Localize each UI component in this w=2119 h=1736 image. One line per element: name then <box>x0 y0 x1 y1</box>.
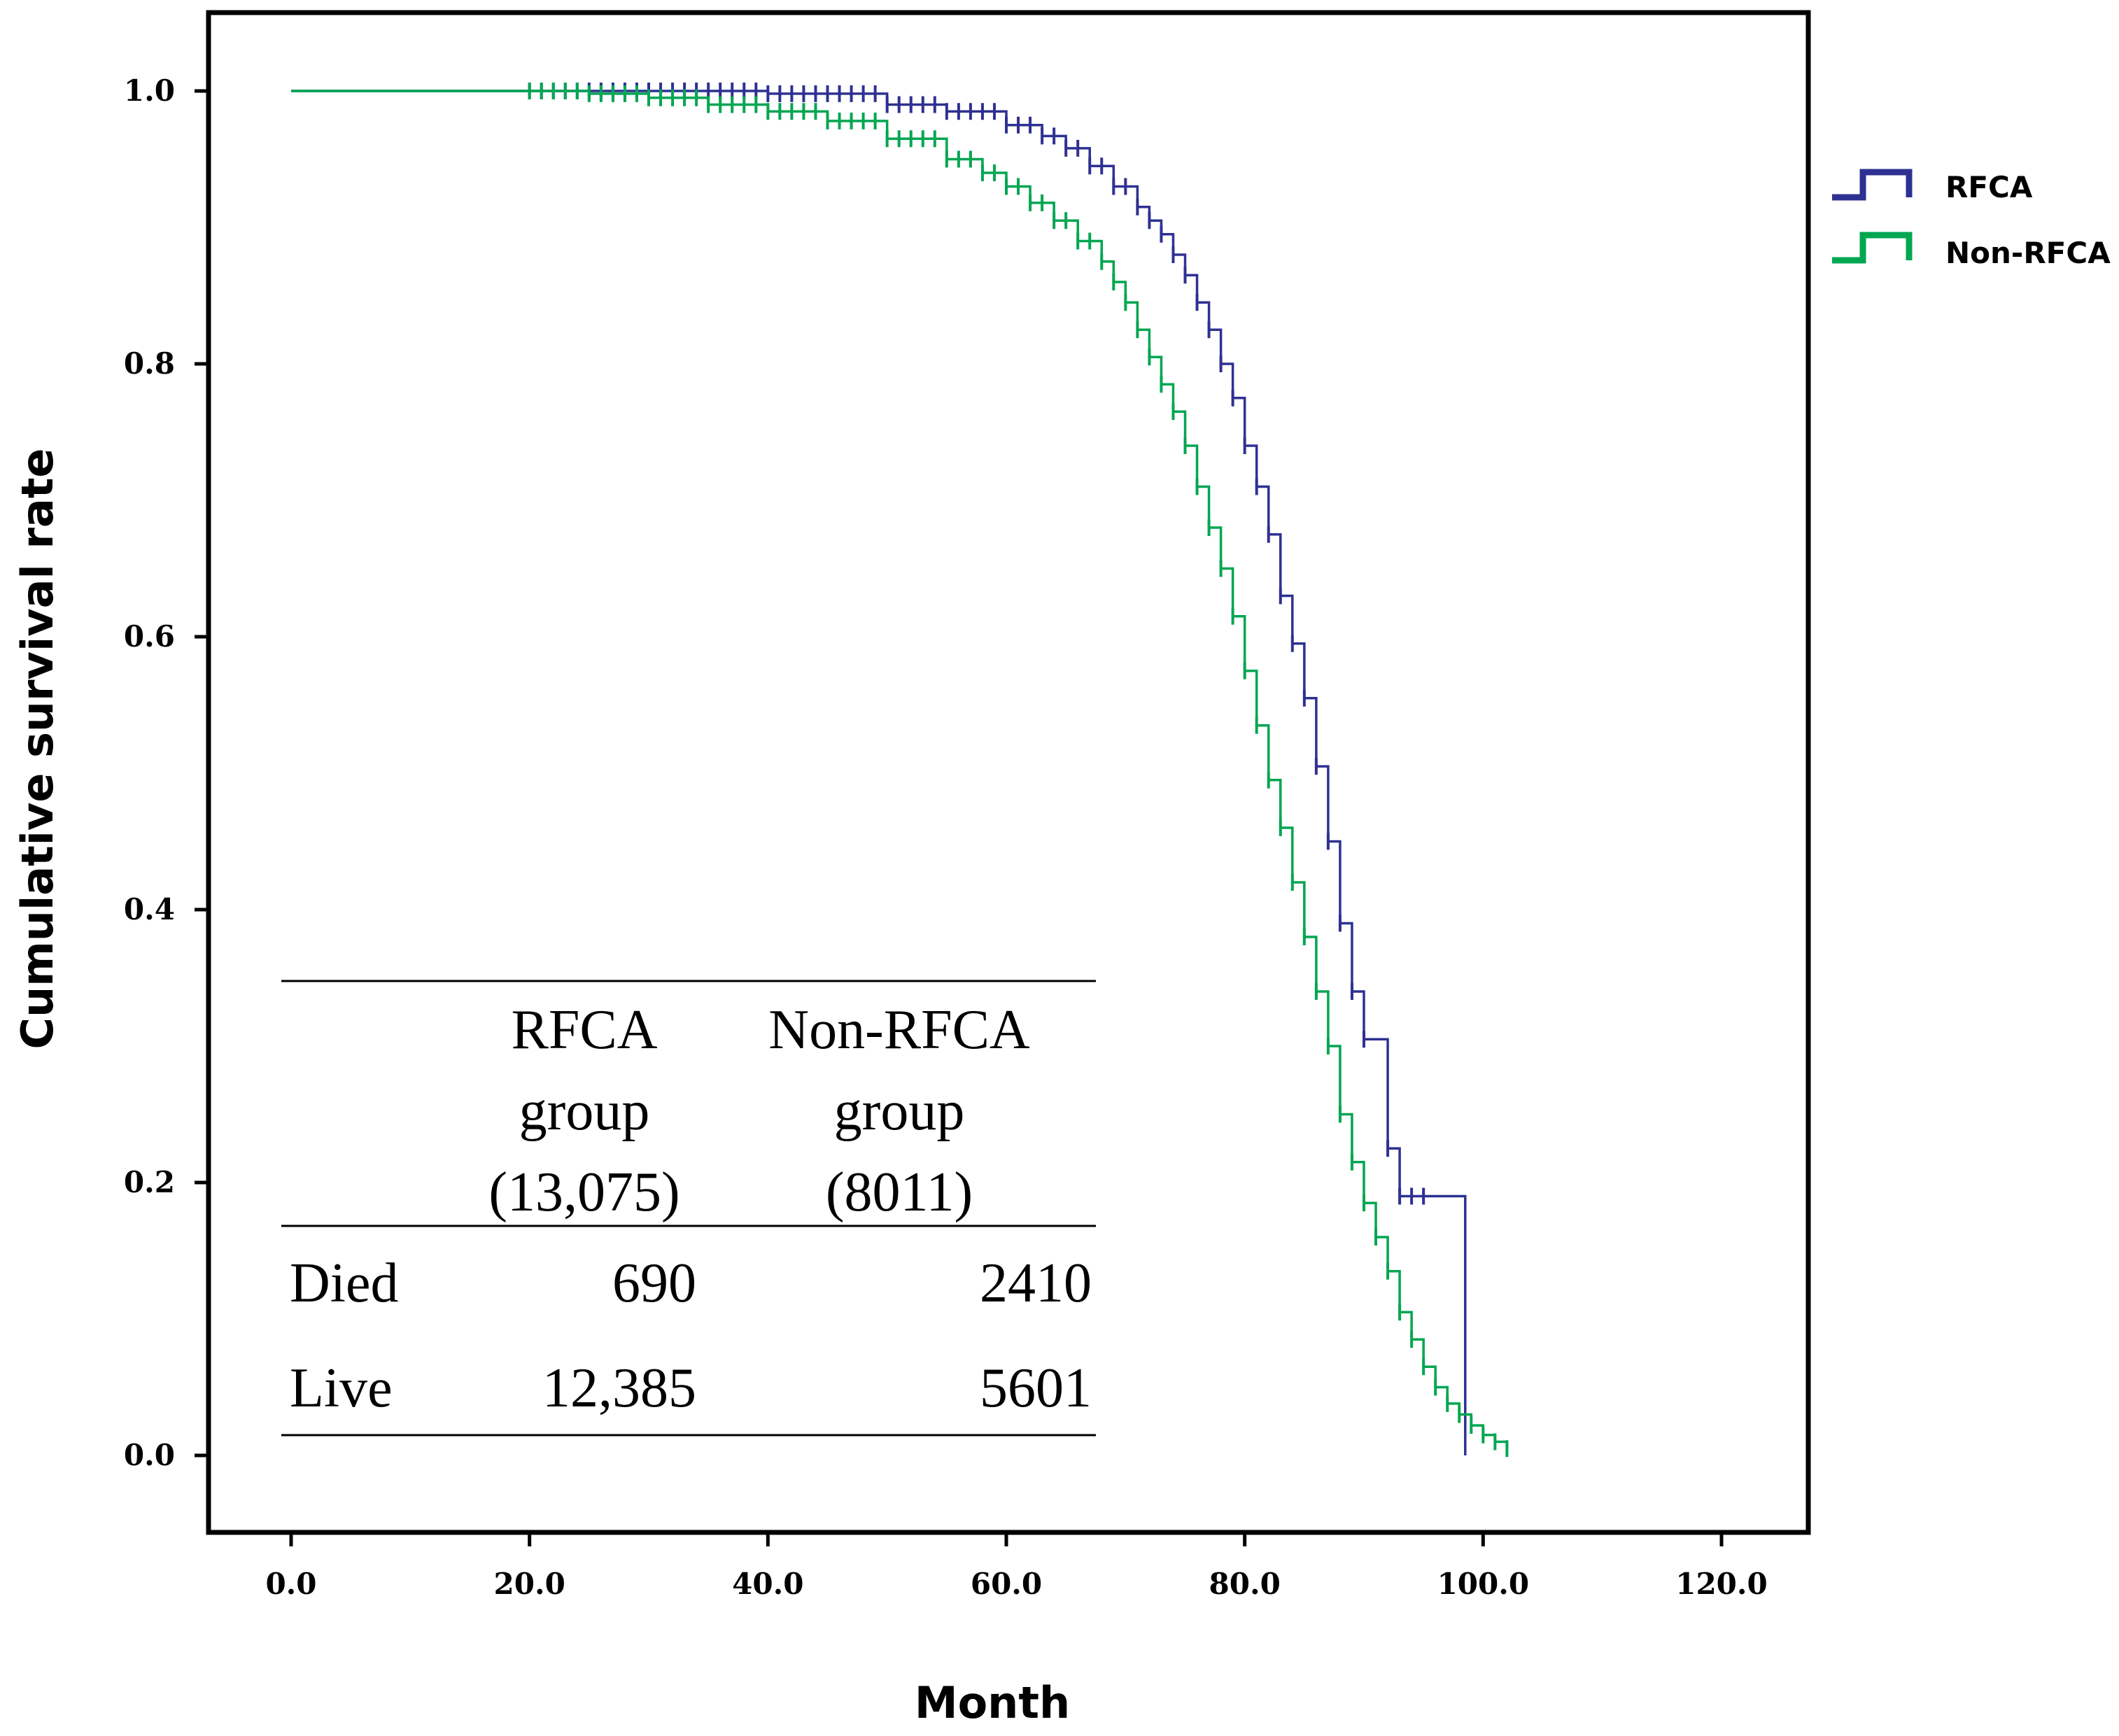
y-tick-label: 1.0 <box>124 73 175 108</box>
legend-symbol-rfca <box>1832 169 1913 201</box>
table-row-died-rfca: 690 <box>612 1252 696 1314</box>
table-row-live-rfca: 12,385 <box>542 1357 696 1419</box>
x-tick-label: 120.0 <box>1675 1567 1768 1601</box>
plot-frame <box>206 10 1811 1535</box>
y-tick-label: 0.4 <box>124 892 175 926</box>
x-tick-label: 20.0 <box>494 1567 565 1601</box>
table-header-nonrfca-line3: (8011) <box>826 1162 973 1223</box>
y-axis-title: Cumulative survival rate <box>12 449 63 1050</box>
y-tick-label: 0.2 <box>124 1165 175 1199</box>
legend-symbol-non-rfca <box>1832 232 1913 264</box>
table-row-live-nonrfca: 5601 <box>980 1357 1092 1419</box>
table-row-died-label: Died <box>290 1252 399 1314</box>
y-tick-label: 0.0 <box>124 1438 175 1472</box>
table-row-live-label: Live <box>290 1357 393 1419</box>
series-rfca <box>291 83 1467 1455</box>
legend-label-non-rfca: Non-RFCA <box>1945 236 2111 270</box>
x-tick-label: 0.0 <box>265 1567 316 1601</box>
x-tick-label: 40.0 <box>732 1567 803 1601</box>
x-axis-title: Month <box>915 1677 1070 1728</box>
x-axis-ticks: 0.0 20.0 40.0 60.0 80.0 100.0 120.0 <box>265 1532 1768 1601</box>
x-tick-label: 80.0 <box>1209 1567 1281 1601</box>
y-axis-ticks: 0.0 0.2 0.4 0.6 0.8 1.0 <box>124 73 209 1472</box>
table-row-died-nonrfca: 2410 <box>980 1252 1092 1314</box>
series-layer <box>291 83 1509 1458</box>
inset-table: RFCA group (13,075) Non-RFCA group (8011… <box>281 980 1096 1437</box>
x-tick-label: 60.0 <box>971 1567 1042 1601</box>
table-header-rfca-line1: RFCA <box>512 999 658 1061</box>
legend-label-rfca: RFCA <box>1945 170 2033 204</box>
table-header-nonrfca-line1: Non-RFCA <box>768 999 1030 1061</box>
series-line-non-rfca <box>291 90 1509 1449</box>
table-header-rfca-line3: (13,075) <box>488 1162 680 1223</box>
series-non-rfca <box>291 83 1509 1458</box>
table-header-rfca-line2: group <box>519 1080 650 1142</box>
x-tick-label: 100.0 <box>1437 1567 1530 1601</box>
legend: RFCA Non-RFCA <box>1832 169 2111 270</box>
table-header-nonrfca-line2: group <box>834 1080 965 1142</box>
y-tick-label: 0.6 <box>124 619 175 654</box>
y-tick-label: 0.8 <box>124 346 175 381</box>
series-line-rfca <box>291 90 1467 1455</box>
